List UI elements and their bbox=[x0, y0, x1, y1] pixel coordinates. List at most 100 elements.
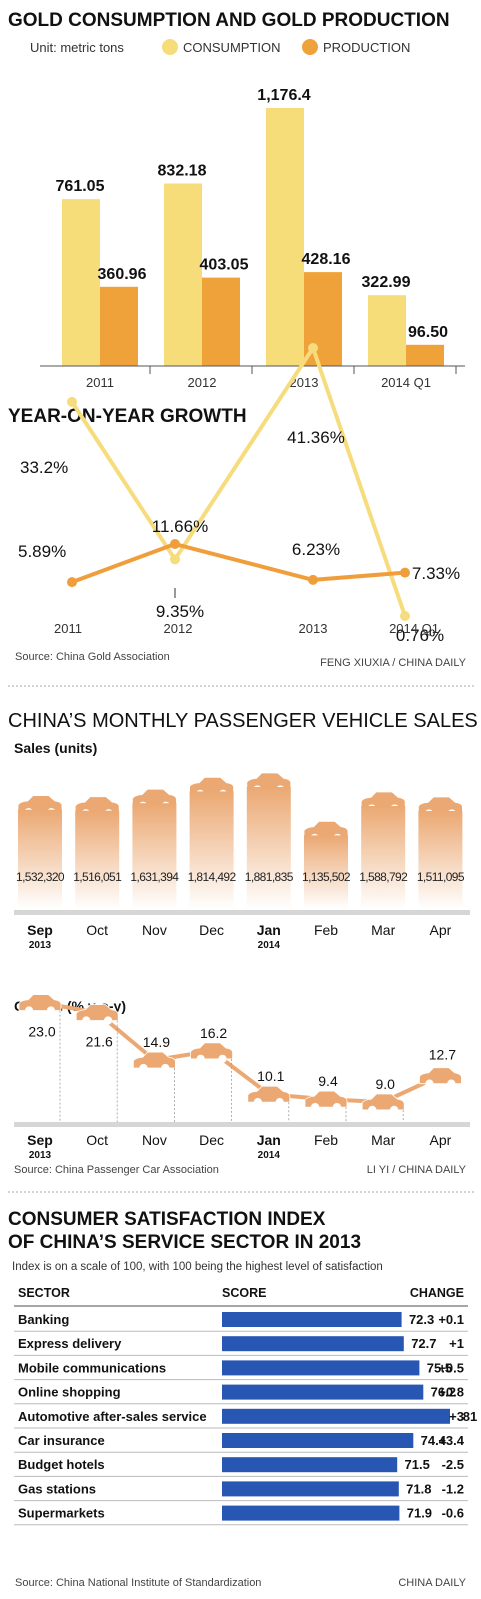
gold-credit: FENG XIUXIA / CHINA DAILY bbox=[320, 657, 467, 669]
csi-row: Gas stations 71.8 -1.2 bbox=[14, 1481, 468, 1502]
csi-credit: CHINA DAILY bbox=[398, 1577, 466, 1589]
gold-bar-label: 832.18 bbox=[158, 163, 207, 180]
growth-label: 6.23% bbox=[292, 540, 340, 559]
csi-score-bar bbox=[222, 1408, 450, 1424]
growth-axis-label: 2012 bbox=[164, 621, 193, 636]
gold-axis-label: 2012 bbox=[188, 375, 217, 390]
gold-bar-production bbox=[202, 277, 240, 366]
growth-axis-label: Feb bbox=[314, 1132, 338, 1148]
sales-bar-label: 1,135,502 bbox=[302, 870, 351, 884]
csi-change-value: +1 bbox=[449, 1336, 464, 1351]
csi-row: Express delivery 72.7 +1 bbox=[14, 1336, 468, 1356]
growth-axis-label: 2014 Q1 bbox=[389, 621, 439, 636]
csi-sector-label: Express delivery bbox=[18, 1336, 122, 1351]
sales-bar-label: 1,511,095 bbox=[417, 870, 465, 884]
legend-consumption-label: CONSUMPTION bbox=[183, 40, 281, 55]
growth-point bbox=[170, 554, 180, 565]
vehicle-growth-label: 9.0 bbox=[375, 1076, 395, 1092]
car-wheel bbox=[103, 1016, 113, 1025]
growth-point bbox=[308, 574, 318, 585]
growth-line-production bbox=[71, 542, 406, 585]
sales-axis-label: Mar bbox=[371, 922, 395, 938]
sales-bar bbox=[189, 791, 234, 909]
car-wheel bbox=[310, 1102, 320, 1112]
car-wheel bbox=[82, 1016, 91, 1025]
growth-title: YEAR-ON-YEAR GROWTH bbox=[8, 406, 247, 427]
vehicle-growth-label: 23.0 bbox=[28, 1024, 55, 1040]
csi-sector-label: Online shopping bbox=[18, 1385, 121, 1400]
sales-axis-label: Apr bbox=[430, 922, 452, 938]
sales-axis-label: Dec bbox=[199, 922, 224, 938]
sales-axis-label: Oct bbox=[86, 922, 108, 938]
growth-label: 0.76% bbox=[396, 626, 444, 645]
car-icon bbox=[190, 1042, 233, 1060]
growth-axis-label: Apr bbox=[430, 1132, 452, 1148]
vehicle-chart: CHINA’S MONTHLY PASSENGER VEHICLE SALES … bbox=[8, 710, 478, 1193]
csi-score-bar bbox=[222, 1433, 414, 1448]
growth-point bbox=[400, 611, 410, 621]
gold-axis-label: 2014 Q1 bbox=[381, 375, 431, 390]
growth-point bbox=[308, 343, 318, 353]
gold-bar-consumption bbox=[62, 199, 100, 366]
csi-score-bar bbox=[222, 1481, 399, 1497]
growth-label: 9.35% bbox=[156, 602, 204, 621]
csi-change-value: +0.8 bbox=[438, 1385, 464, 1400]
growth-label: 33.2% bbox=[20, 458, 68, 477]
csi-score-value: 81 bbox=[463, 1409, 477, 1424]
csi-score-value: 76.2 bbox=[431, 1385, 456, 1400]
csi-table: CONSUMER SATISFACTION INDEX OF CHINA’S S… bbox=[8, 1209, 477, 1589]
growth-label: 41.36% bbox=[287, 428, 345, 447]
vehicle-growth-label: 9.4 bbox=[318, 1073, 338, 1089]
growth-axis-label: Sep bbox=[27, 1132, 53, 1148]
csi-row: Banking 72.3 +0.1 bbox=[14, 1312, 468, 1332]
csi-change-value: +0.5 bbox=[438, 1360, 464, 1375]
csi-sector-label: Banking bbox=[18, 1312, 69, 1327]
growth-axis-label: Dec bbox=[199, 1132, 224, 1148]
vehicle-credit: LI YI / CHINA DAILY bbox=[367, 1164, 467, 1176]
csi-change-value: +3 bbox=[449, 1409, 464, 1424]
csi-row: Car insurance 74.4+3.4 bbox=[14, 1433, 468, 1453]
car-wheel bbox=[368, 1105, 377, 1115]
gold-bar-label: 403.05 bbox=[200, 257, 249, 274]
gold-bar-consumption bbox=[368, 295, 406, 366]
sales-label: Sales (units) bbox=[14, 740, 97, 756]
sales-axis-band bbox=[14, 910, 470, 915]
col-sector-header: SECTOR bbox=[18, 1286, 70, 1300]
gold-bar-label: 322.99 bbox=[362, 274, 411, 291]
sales-bar bbox=[18, 809, 62, 909]
vehicle-growth-label: 14.9 bbox=[143, 1034, 170, 1050]
csi-row: Automotive after-sales service 81+3 bbox=[14, 1408, 477, 1429]
vehicle-growth-label: 10.1 bbox=[257, 1068, 284, 1084]
growth-axis-label: Nov bbox=[142, 1132, 167, 1148]
csi-sector-label: Automotive after-sales service bbox=[18, 1409, 207, 1424]
sales-axis-sublabel: 2014 bbox=[258, 940, 281, 951]
csi-sector-label: Gas stations bbox=[18, 1481, 96, 1496]
csi-source: Source: China National Institute of Stan… bbox=[15, 1577, 261, 1589]
gold-bar-consumption bbox=[164, 183, 202, 366]
csi-row: Online shopping 76.2+0.8 bbox=[14, 1384, 468, 1405]
csi-score-bar bbox=[222, 1312, 402, 1327]
csi-row: Mobile communications 75.5+0.5 bbox=[14, 1360, 468, 1381]
csi-change-value: -1.2 bbox=[442, 1481, 464, 1496]
growth-axis-sublabel: 2013 bbox=[29, 1150, 52, 1161]
gold-bar-consumption bbox=[266, 108, 304, 366]
sales-axis-label: Sep bbox=[27, 922, 53, 938]
csi-score-value: 71.9 bbox=[407, 1506, 432, 1521]
sales-bar-label: 1,814,492 bbox=[188, 870, 237, 884]
car-icon bbox=[247, 1085, 291, 1103]
csi-score-value: 71.8 bbox=[406, 1481, 431, 1496]
gold-bar-label: 360.96 bbox=[98, 266, 147, 283]
gold-bar-production bbox=[100, 286, 138, 366]
car-icon bbox=[419, 1067, 462, 1085]
sales-bar bbox=[361, 806, 406, 909]
car-icon bbox=[18, 994, 62, 1011]
car-wheel bbox=[389, 1105, 399, 1115]
csi-sector-label: Mobile communications bbox=[18, 1360, 166, 1375]
car-wheel bbox=[161, 1063, 170, 1073]
gold-bar-label: 1,176.4 bbox=[257, 87, 310, 104]
gold-chart-title: GOLD CONSUMPTION AND GOLD PRODUCTION bbox=[8, 10, 450, 31]
gold-axis-label: 2011 bbox=[86, 375, 114, 390]
gold-bar-label: 96.50 bbox=[408, 324, 448, 341]
gold-bar-production bbox=[406, 344, 444, 366]
car-wheel bbox=[253, 1098, 263, 1107]
